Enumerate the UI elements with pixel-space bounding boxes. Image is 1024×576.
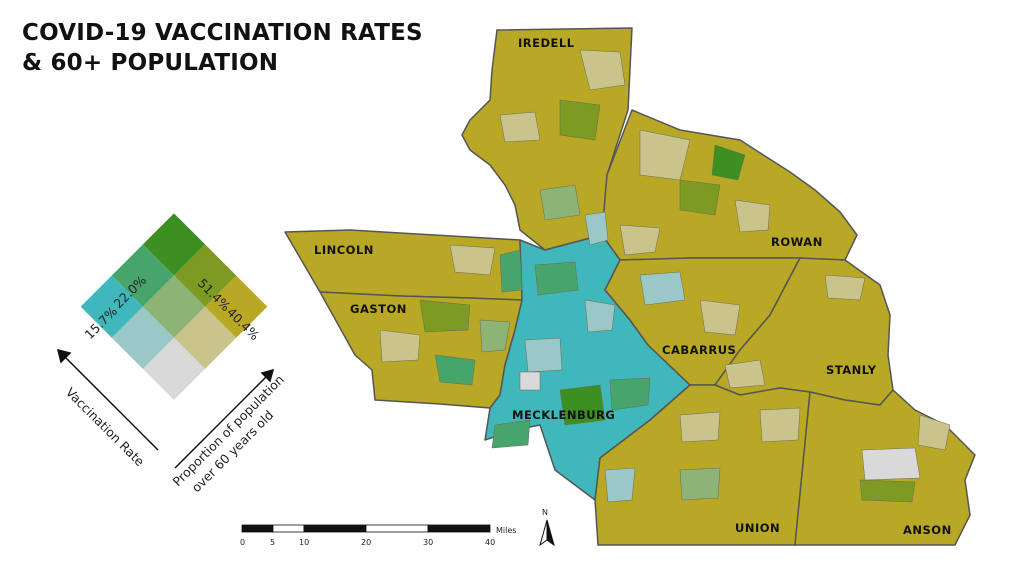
scale-bar-tick-label: 20 <box>361 538 371 547</box>
north-arrow-icon-right <box>546 519 555 547</box>
north-arrow-icon-left <box>539 519 548 547</box>
scale-bar-segment <box>303 524 367 533</box>
tract-patch <box>724 359 766 389</box>
tract-patch <box>559 99 601 141</box>
tract-patch <box>559 384 606 426</box>
tract-patch <box>584 211 609 246</box>
county-label-anson: ANSON <box>903 523 952 537</box>
legend-cell-high-high <box>142 213 206 276</box>
tract-patch <box>524 337 563 373</box>
scale-bar-tick-label: 30 <box>423 538 433 547</box>
county-label-gaston: GASTON <box>350 302 407 316</box>
county-label-union: UNION <box>735 521 780 535</box>
legend-cell-low-high <box>205 275 268 338</box>
scale-bar-tick-label: 5 <box>270 538 275 547</box>
legend-cell-low-low <box>142 337 206 400</box>
north-arrow-label: N <box>542 508 548 517</box>
map-title: COVID-19 VACCINATION RATES & 60+ POPULAT… <box>22 18 423 78</box>
county-label-mecklenburg: MECKLENBURG <box>512 408 615 422</box>
tract-patch <box>534 261 579 296</box>
tract-patch <box>419 299 471 333</box>
scale-bar-tick-label: 40 <box>485 538 495 547</box>
county-label-iredell: IREDELL <box>518 36 575 50</box>
tract-patch <box>824 274 866 301</box>
legend-population-axis-arrow <box>174 368 275 469</box>
north-arrow: N <box>539 508 555 547</box>
tract-patch <box>604 467 636 503</box>
tract-patch <box>449 244 496 276</box>
tract-patch <box>499 249 523 293</box>
scale-bar-segment <box>241 524 274 533</box>
tract-patch <box>859 479 916 503</box>
county-label-cabarrus: CABARRUS <box>662 343 736 357</box>
county-label-lincoln: LINCOLN <box>314 243 374 257</box>
legend-vaccination-axis-arrow <box>56 348 159 451</box>
legend-population-axis-label-line-1: Proportion of population <box>170 372 287 489</box>
scale-bar-segment <box>272 524 305 533</box>
tract-patch <box>759 407 801 443</box>
tract-patch <box>734 199 771 233</box>
tract-patch <box>584 299 616 333</box>
bivariate-legend: Vaccination Rate Proportion of populatio… <box>56 213 287 495</box>
tract-patch <box>379 329 421 363</box>
tract-patch <box>519 371 541 391</box>
tract-patch <box>699 299 741 336</box>
tract-patches <box>379 49 951 503</box>
legend-grid <box>80 213 268 400</box>
county-label-stanly: STANLY <box>826 363 877 377</box>
tract-patch <box>679 411 721 443</box>
scale-bar-tick-label: 10 <box>299 538 309 547</box>
tract-patch <box>539 184 581 221</box>
tract-patch <box>491 419 531 449</box>
county-label-rowan: ROWAN <box>771 235 823 249</box>
tract-patch <box>479 319 511 353</box>
tract-patch <box>711 144 746 181</box>
scale-bar-segment <box>427 524 491 533</box>
scale-bar: 0 5 10 20 30 40 Miles <box>240 524 516 547</box>
scale-bar-segment <box>365 524 429 533</box>
tract-patch <box>861 447 921 481</box>
tract-patch <box>679 179 721 216</box>
tract-patch <box>579 49 626 91</box>
scale-bar-tick-label: 0 <box>240 538 245 547</box>
tract-patch <box>639 271 686 306</box>
map-title-line-2: & 60+ POPULATION <box>22 50 279 76</box>
map-title-line-1: COVID-19 VACCINATION RATES <box>22 20 423 46</box>
tract-patch <box>609 377 651 411</box>
tract-patch <box>619 224 661 256</box>
tract-patch <box>434 354 476 386</box>
tract-patch <box>499 111 541 143</box>
county-labels: IREDELL ROWAN LINCOLN GASTON CABARRUS ST… <box>314 36 952 537</box>
tract-patch <box>917 414 951 451</box>
scale-bar-unit: Miles <box>496 526 516 535</box>
tract-patch <box>679 467 721 501</box>
